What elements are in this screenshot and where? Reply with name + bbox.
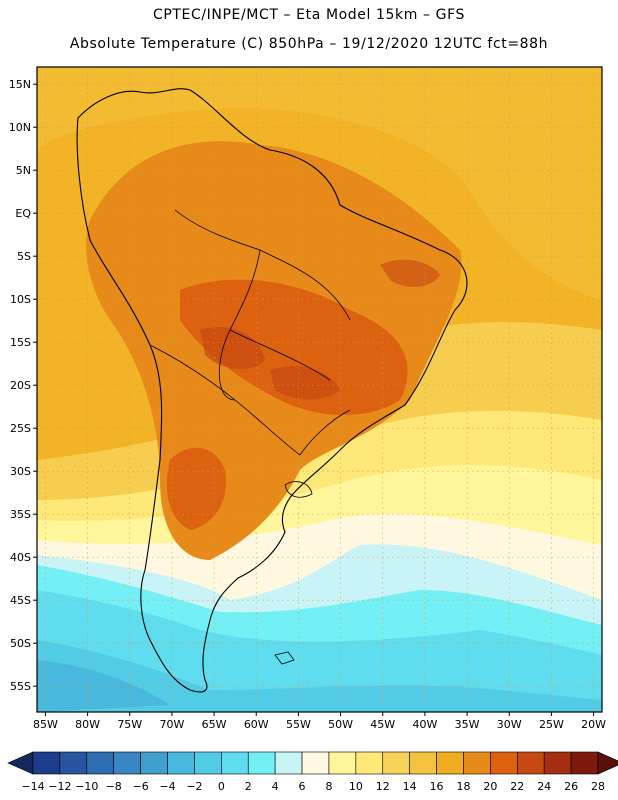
field-hotspot-3 — [380, 259, 440, 287]
scale-tick-label: 14 — [403, 780, 417, 793]
temperature-field — [37, 67, 602, 712]
scale-tick-label: 24 — [537, 780, 551, 793]
scale-swatch — [490, 751, 518, 775]
lat-tick-label: EQ — [15, 207, 31, 220]
lon-tick-label: 60W — [244, 718, 269, 731]
color-scale-swatches — [7, 751, 618, 775]
scale-tick-label: 28 — [591, 780, 605, 793]
scale-swatch — [301, 751, 330, 775]
continent-outline — [76, 88, 468, 693]
scale-tick-label: −10 — [75, 780, 98, 793]
lat-tick-label: 5N — [16, 164, 31, 177]
scale-tick-label: −4 — [159, 780, 175, 793]
scale-swatch — [328, 751, 357, 775]
lat-tick-label: 15S — [10, 336, 31, 349]
scale-swatch — [409, 751, 437, 775]
lat-tick-label: 35S — [10, 508, 31, 521]
field-hotspot-2 — [270, 366, 340, 400]
color-scale-labels: −14 −12 −10 −8 −6 −4 −2 0 2 4 6 8 10 12 14 16 18 20 22 24 26… — [21, 780, 605, 793]
field-hotspot — [200, 326, 265, 370]
lon-tick-label: 75W — [117, 718, 142, 731]
lat-tick-label: 25S — [10, 422, 31, 435]
scale-swatch — [86, 751, 115, 775]
scale-high-arrow — [597, 751, 618, 775]
scale-tick-label: −14 — [21, 780, 44, 793]
scale-low-arrow — [7, 751, 34, 775]
scale-tick-label: 0 — [218, 780, 225, 793]
lat-tick-label: 15N — [9, 78, 31, 91]
scale-swatch — [167, 751, 195, 775]
country-borders — [149, 209, 351, 456]
scale-swatch — [436, 751, 464, 775]
scale-tick-label: −2 — [186, 780, 202, 793]
scale-tick-label: 8 — [325, 780, 332, 793]
map-frame — [36, 66, 603, 713]
scale-tick-label: 2 — [245, 780, 252, 793]
scale-tick-label: 4 — [272, 780, 279, 793]
scale-tick-label: 16 — [430, 780, 444, 793]
lon-tick-label: 45W — [370, 718, 395, 731]
lon-tick-label: 30W — [497, 718, 522, 731]
graticule — [37, 67, 602, 712]
field-cyan-deep — [37, 640, 602, 712]
lat-tick-label: 30S — [10, 465, 31, 478]
lon-tick-label: 40W — [412, 718, 437, 731]
lon-tick-label: 55W — [286, 718, 311, 731]
field-continent-hot — [180, 279, 408, 415]
lat-tick-label: 5S — [17, 250, 31, 263]
lon-tick-label: 70W — [159, 718, 184, 731]
map-title-line1: CPTEC/INPE/MCT – Eta Model 15km – GFS — [152, 7, 466, 23]
lon-tick-label: 65W — [202, 718, 227, 731]
scale-swatch — [516, 751, 545, 775]
lon-tick-label: 20W — [581, 718, 606, 731]
scale-swatch — [355, 751, 384, 775]
lat-tick-label: 10N — [9, 121, 31, 134]
lat-tick-label: 10S — [10, 293, 31, 306]
scale-swatch — [140, 751, 168, 775]
scale-tick-label: 10 — [349, 780, 363, 793]
scale-tick-label: −8 — [106, 780, 122, 793]
lat-tick-label: 20S — [10, 379, 31, 392]
lon-tick-label: 85W — [33, 718, 58, 731]
scale-tick-label: 6 — [299, 780, 306, 793]
scale-swatch — [194, 751, 222, 775]
scale-tick-label: −12 — [48, 780, 71, 793]
lon-tick-label: 25W — [539, 718, 564, 731]
scale-swatch — [247, 751, 276, 775]
scale-swatch — [543, 751, 572, 775]
scale-tick-label: 20 — [483, 780, 497, 793]
lat-tick-label: 50S — [10, 637, 31, 650]
scale-tick-label: 12 — [376, 780, 390, 793]
scale-swatch — [382, 751, 410, 775]
scale-tick-label: 26 — [564, 780, 578, 793]
lon-tick-label: 50W — [328, 718, 353, 731]
scale-swatch — [570, 751, 599, 775]
uruguay-outline — [284, 481, 313, 498]
lat-tick-label: 45S — [10, 594, 31, 607]
map-title-line2: Absolute Temperature (C) 850hPa – 19/12/… — [69, 36, 549, 52]
lat-tick-label: 55S — [10, 680, 31, 693]
color-scale-legend: −14 −12 −10 −8 −6 −4 −2 0 2 4 6 8 10 12 14 16 18 20 22 24 26… — [7, 751, 618, 793]
field-north-ocean — [37, 67, 602, 300]
field-argentina-hot — [166, 447, 226, 530]
scale-tick-label: 22 — [510, 780, 524, 793]
scale-swatch — [221, 751, 249, 775]
scale-swatch — [113, 751, 141, 775]
scale-tick-label: −6 — [133, 780, 149, 793]
longitude-axis: 85W 80W 75W 70W 65W 60W 55W 50W 45W 40W 35W 30W 25W 2… — [33, 712, 606, 731]
scale-swatch — [59, 751, 88, 775]
lon-tick-label: 35W — [455, 718, 480, 731]
scale-swatch — [274, 751, 303, 775]
scale-tick-label: 18 — [456, 780, 470, 793]
lat-tick-label: 40S — [10, 551, 31, 564]
scale-swatch — [32, 751, 61, 775]
lon-tick-label: 80W — [75, 718, 100, 731]
latitude-axis: 15N 10N 5N EQ 5S 10S 15S 20S 25S 30S 35S 40S 45S 50S 5… — [9, 78, 37, 693]
falkland-islands — [274, 651, 295, 665]
scale-swatch — [463, 751, 491, 775]
